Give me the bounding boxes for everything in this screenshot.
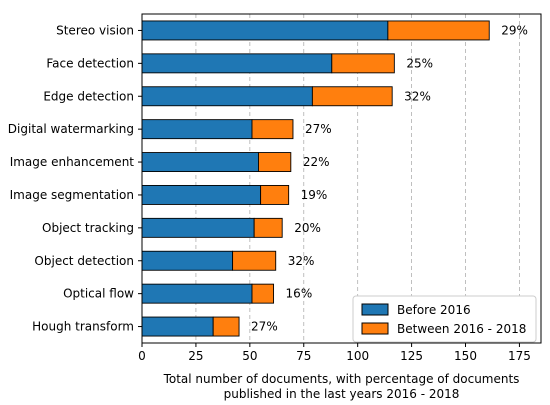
- bar-image-enhancement-before-2016: [141, 152, 259, 173]
- y-tick-label-object-detection: Object detection: [34, 254, 134, 268]
- y-tick-label-optical-flow: Optical flow: [63, 287, 134, 301]
- bar-image-segmentation-2016-2018: [260, 184, 290, 205]
- bar-object-tracking-before-2016: [141, 217, 255, 238]
- bar-object-detection-before-2016: [141, 250, 234, 271]
- data-label-image-segmentation: 19%: [301, 188, 328, 202]
- x-tick-label-125: 125: [400, 349, 423, 363]
- bar-image-enhancement-2016-2018: [258, 152, 292, 173]
- x-tick-label-0: 0: [138, 349, 146, 363]
- data-label-image-enhancement: 22%: [303, 155, 330, 169]
- data-label-digital-watermarking: 27%: [305, 122, 332, 136]
- y-tick-label-image-segmentation: Image segmentation: [10, 188, 134, 202]
- data-label-hough-transform: 27%: [251, 320, 278, 334]
- bar-edge-detection-2016-2018: [311, 86, 393, 107]
- legend-box: [352, 295, 537, 343]
- data-label-face-detection: 25%: [406, 56, 433, 70]
- legend: Before 2016 Between 2016 - 2018: [352, 295, 537, 343]
- y-tick-label-hough-transform: Hough transform: [32, 320, 134, 334]
- bar-stereo-vision-2016-2018: [387, 20, 490, 41]
- bar-object-tracking-2016-2018: [253, 217, 283, 238]
- bar-digital-watermarking-2016-2018: [251, 119, 294, 140]
- bar-hough-transform-before-2016: [141, 316, 214, 337]
- x-tick-label-100: 100: [346, 349, 369, 363]
- data-label-object-detection: 32%: [288, 254, 315, 268]
- x-tick-label-75: 75: [296, 349, 311, 363]
- data-label-object-tracking: 20%: [294, 221, 321, 235]
- legend-swatch-before-2016: [361, 303, 389, 316]
- x-tick-label-150: 150: [454, 349, 477, 363]
- x-tick-label-50: 50: [242, 349, 257, 363]
- y-tick-label-stereo-vision: Stereo vision: [56, 23, 134, 37]
- bar-optical-flow-before-2016: [141, 283, 253, 304]
- y-tick-label-object-tracking: Object tracking: [42, 221, 134, 235]
- axes-layer: 0 25 50 75 100 125 150 175: [138, 29, 531, 363]
- legend-label-2016-2018: Between 2016 - 2018: [397, 322, 526, 336]
- data-label-edge-detection: 32%: [404, 89, 431, 103]
- x-tick-label-25: 25: [188, 349, 203, 363]
- plot-frame: [141, 13, 542, 344]
- bar-face-detection-before-2016: [141, 53, 333, 74]
- bar-image-segmentation-before-2016: [141, 184, 262, 205]
- bar-face-detection-2016-2018: [331, 53, 395, 74]
- bar-stereo-vision-before-2016: [141, 20, 389, 41]
- bar-edge-detection-before-2016: [141, 86, 313, 107]
- y-tick-label-face-detection: Face detection: [46, 56, 134, 70]
- bar-optical-flow-2016-2018: [251, 283, 275, 304]
- legend-label-before-2016: Before 2016: [397, 303, 471, 317]
- labels-layer: Stereo vision 29% Face detection 25% Edge de…: [8, 23, 528, 333]
- bar-digital-watermarking-before-2016: [141, 119, 253, 140]
- data-label-stereo-vision: 29%: [501, 23, 528, 37]
- x-axis-label-line-1: Total number of documents, with percenta…: [163, 372, 520, 386]
- bar-object-detection-2016-2018: [232, 250, 277, 271]
- y-tick-label-edge-detection: Edge detection: [43, 89, 134, 103]
- bar-hough-transform-2016-2018: [212, 316, 240, 337]
- legend-swatch-2016-2018: [361, 322, 389, 335]
- x-tick-label-175: 175: [508, 349, 531, 363]
- x-axis-label-line-2: published in the last years 2016 - 2018: [224, 387, 460, 401]
- y-tick-label-image-enhancement: Image enhancement: [10, 155, 135, 169]
- y-tick-label-digital-watermarking: Digital watermarking: [8, 122, 134, 136]
- bars-layer: [141, 20, 490, 337]
- data-label-optical-flow: 16%: [286, 287, 313, 301]
